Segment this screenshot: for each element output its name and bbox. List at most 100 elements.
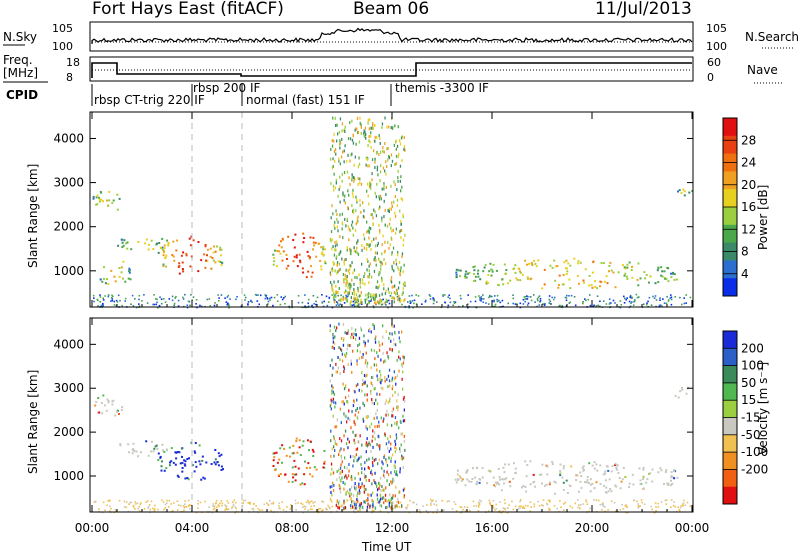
- scatter-point: [366, 220, 368, 224]
- scatter-point: [224, 297, 226, 299]
- scatter-point: [356, 241, 358, 245]
- scatter-point: [358, 388, 360, 392]
- scatter-point: [488, 499, 491, 502]
- scatter-point: [578, 504, 580, 506]
- scatter-point: [332, 260, 334, 264]
- scatter-point: [530, 299, 533, 302]
- scatter-point: [371, 509, 374, 512]
- scatter-point: [665, 302, 668, 305]
- scatter-point: [481, 476, 484, 479]
- scatter-point: [477, 501, 480, 504]
- scatter-point: [505, 272, 507, 275]
- scatter-point: [266, 298, 269, 300]
- colorbar-tick: 100: [741, 359, 764, 373]
- scatter-point: [332, 366, 334, 370]
- scatter-point: [99, 294, 101, 296]
- scatter-point: [425, 509, 428, 512]
- scatter-point: [396, 198, 399, 202]
- scatter-point: [278, 505, 280, 507]
- scatter-point: [367, 443, 369, 447]
- scatter-point: [465, 276, 468, 279]
- scatter-point: [387, 413, 389, 417]
- scatter-point: [330, 230, 333, 234]
- scatter-point: [532, 473, 535, 476]
- scatter-point: [357, 177, 359, 180]
- scatter-point: [657, 471, 660, 474]
- scatter-point: [352, 141, 355, 145]
- scatter-point: [465, 270, 468, 273]
- scatter-point: [457, 269, 460, 272]
- scatter-point: [339, 139, 341, 143]
- scatter-point: [344, 144, 346, 148]
- scatter-point: [342, 343, 345, 347]
- scatter-point: [383, 301, 386, 305]
- scatter-point: [647, 300, 649, 303]
- scatter-point: [372, 435, 374, 439]
- colorbar-swatch: [723, 135, 737, 155]
- scatter-point: [353, 303, 355, 306]
- scatter-point: [193, 450, 196, 453]
- scatter-point: [341, 476, 343, 480]
- scatter-point: [173, 302, 176, 305]
- scatter-point: [340, 298, 342, 302]
- scatter-point: [377, 286, 379, 290]
- scatter-point: [272, 501, 275, 504]
- scatter-point: [363, 403, 365, 407]
- scatter-point: [127, 277, 130, 280]
- scatter-point: [341, 469, 343, 473]
- scatter-point: [280, 240, 282, 243]
- scatter-point: [206, 248, 209, 251]
- scatter-point: [124, 297, 127, 300]
- scatter-point: [349, 289, 351, 293]
- scatter-point: [331, 485, 333, 489]
- scatter-point: [675, 278, 678, 281]
- scatter-point: [388, 222, 391, 226]
- scatter-point: [395, 139, 397, 143]
- freq-panel: 18 8 60 0: [66, 56, 721, 84]
- scatter-point: [163, 450, 166, 453]
- scatter-point: [122, 260, 125, 263]
- scatter-point: [333, 253, 336, 257]
- scatter-point: [339, 235, 341, 239]
- scatter-point: [626, 297, 628, 299]
- scatter-point: [215, 499, 218, 502]
- scatter-point: [370, 131, 372, 135]
- scatter-point: [338, 505, 341, 507]
- scatter-point: [280, 296, 283, 298]
- scatter-point: [625, 275, 628, 278]
- scatter-point: [385, 500, 388, 503]
- scatter-point: [370, 389, 372, 393]
- scatter-point: [379, 137, 381, 140]
- scatter-point: [152, 303, 154, 306]
- scatter-point: [349, 229, 351, 232]
- scatter-point: [551, 296, 553, 299]
- scatter-point: [562, 465, 565, 468]
- scatter-point: [370, 422, 373, 426]
- colorbar-swatch: [723, 224, 737, 244]
- scatter-point: [373, 257, 375, 261]
- scatter-point: [395, 154, 398, 158]
- scatter-point: [382, 234, 384, 238]
- scatter-point: [103, 404, 106, 407]
- scatter-point: [498, 299, 500, 302]
- scatter-point: [374, 437, 376, 441]
- scatter-point: [354, 434, 356, 438]
- scatter-point: [409, 302, 412, 304]
- scatter-point: [358, 140, 361, 144]
- scatter-point: [133, 450, 136, 453]
- scatter-point: [348, 227, 350, 231]
- scatter-point: [522, 507, 524, 509]
- scatter-point: [389, 397, 391, 401]
- scatter-point: [569, 287, 572, 290]
- scatter-point: [153, 294, 155, 296]
- nave-label: Nave: [747, 63, 778, 77]
- nsearch-label: N.Search: [745, 30, 799, 44]
- scatter-point: [397, 179, 399, 183]
- scatter-point: [338, 253, 340, 256]
- scatter-point: [173, 304, 176, 306]
- scatter-point: [354, 413, 356, 417]
- scatter-point: [667, 267, 670, 270]
- scatter-point: [554, 279, 557, 282]
- scatter-point: [503, 482, 505, 485]
- scatter-point: [346, 217, 349, 221]
